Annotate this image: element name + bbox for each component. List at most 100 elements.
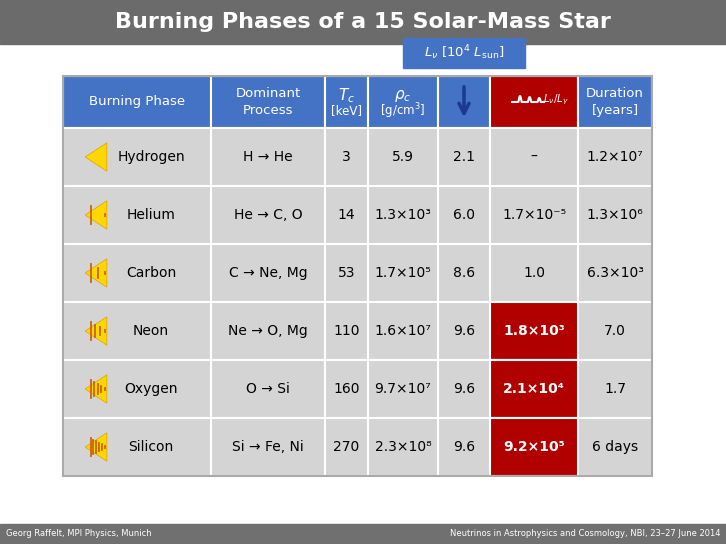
Text: 9.6: 9.6	[453, 324, 475, 338]
Text: 2.3×10⁸: 2.3×10⁸	[375, 440, 431, 454]
Bar	[368, 186, 438, 244]
Bar	[438, 360, 490, 418]
Bar	[578, 418, 652, 476]
Bar	[490, 186, 578, 244]
Text: 270: 270	[333, 440, 359, 454]
Polygon shape	[85, 433, 107, 461]
Text: 160: 160	[333, 382, 360, 396]
Text: Silicon: Silicon	[129, 440, 174, 454]
Bar	[211, 360, 325, 418]
Bar	[211, 128, 325, 186]
Bar	[0, 0, 726, 44]
Text: C → Ne, Mg: C → Ne, Mg	[229, 266, 307, 280]
Text: $\rho_c$: $\rho_c$	[394, 88, 412, 104]
Bar	[325, 244, 368, 302]
Text: 3: 3	[342, 150, 351, 164]
Text: 6.3×10³: 6.3×10³	[587, 266, 643, 280]
Bar	[368, 360, 438, 418]
Text: 1.2×10⁷: 1.2×10⁷	[587, 150, 643, 164]
Text: Duration
[years]: Duration [years]	[586, 87, 644, 117]
Text: 2.1×10⁴: 2.1×10⁴	[503, 382, 565, 396]
Polygon shape	[85, 143, 107, 171]
Text: 53: 53	[338, 266, 355, 280]
Text: 7.0: 7.0	[604, 324, 626, 338]
Text: $L_\nu/L_\gamma$: $L_\nu/L_\gamma$	[543, 93, 569, 107]
Bar	[211, 302, 325, 360]
Bar	[578, 360, 652, 418]
Bar	[63, 244, 211, 302]
Bar	[490, 418, 578, 476]
Bar	[438, 186, 490, 244]
Bar	[490, 244, 578, 302]
Bar	[211, 244, 325, 302]
Bar	[438, 302, 490, 360]
Text: 9.6: 9.6	[453, 440, 475, 454]
Bar	[63, 76, 652, 476]
Text: 14: 14	[338, 208, 355, 222]
Text: 9.7×10⁷: 9.7×10⁷	[375, 382, 431, 396]
Text: Georg Raffelt, MPI Physics, Munich: Georg Raffelt, MPI Physics, Munich	[6, 529, 152, 539]
Bar	[490, 360, 578, 418]
Bar	[490, 76, 578, 128]
Bar	[578, 302, 652, 360]
Text: Helium: Helium	[126, 208, 176, 222]
Text: H → He: H → He	[243, 150, 293, 164]
Bar	[325, 418, 368, 476]
Bar	[368, 76, 438, 128]
Text: 2.1: 2.1	[453, 150, 475, 164]
Bar	[211, 418, 325, 476]
Bar	[438, 418, 490, 476]
Text: 1.0: 1.0	[523, 266, 545, 280]
Bar	[490, 418, 578, 476]
Bar	[325, 186, 368, 244]
Text: Oxygen: Oxygen	[124, 382, 178, 396]
Bar	[578, 76, 652, 128]
Text: Dominant
Process: Dominant Process	[235, 87, 301, 117]
Text: Neon: Neon	[133, 324, 169, 338]
Bar	[63, 128, 211, 186]
Text: Neutrinos in Astrophysics and Cosmology, NBI, 23–27 June 2014: Neutrinos in Astrophysics and Cosmology,…	[449, 529, 720, 539]
Text: $L_\nu\ [10^4\ L_{\rm sun}]$: $L_\nu\ [10^4\ L_{\rm sun}]$	[424, 44, 504, 63]
Bar	[325, 360, 368, 418]
Text: 9.6: 9.6	[453, 382, 475, 396]
Bar	[368, 418, 438, 476]
Polygon shape	[85, 317, 107, 345]
Bar	[63, 302, 211, 360]
Polygon shape	[85, 259, 107, 287]
Text: 8.6: 8.6	[453, 266, 475, 280]
Text: O → Si: O → Si	[246, 382, 290, 396]
Text: [keV]: [keV]	[331, 104, 362, 118]
Bar	[490, 302, 578, 360]
Text: [g/cm$^3$]: [g/cm$^3$]	[380, 101, 425, 121]
Bar	[211, 186, 325, 244]
Text: 1.8×10³: 1.8×10³	[503, 324, 565, 338]
Bar	[403, 38, 525, 68]
Text: 110: 110	[333, 324, 360, 338]
Text: 9.2×10⁵: 9.2×10⁵	[503, 440, 565, 454]
Bar	[325, 76, 368, 128]
Bar	[368, 244, 438, 302]
Bar	[63, 76, 211, 128]
Bar	[578, 244, 652, 302]
Polygon shape	[85, 201, 107, 229]
Text: 6 days: 6 days	[592, 440, 638, 454]
Text: 1.6×10⁷: 1.6×10⁷	[375, 324, 431, 338]
Polygon shape	[85, 375, 107, 403]
Text: 1.7×10⁻⁵: 1.7×10⁻⁵	[502, 208, 566, 222]
Bar	[438, 128, 490, 186]
Text: Hydrogen: Hydrogen	[117, 150, 185, 164]
Text: 5.9: 5.9	[392, 150, 414, 164]
Text: Burning Phase: Burning Phase	[89, 96, 185, 108]
Bar	[368, 128, 438, 186]
Bar	[490, 128, 578, 186]
Bar	[63, 360, 211, 418]
Text: Carbon: Carbon	[126, 266, 176, 280]
Text: Si → Fe, Ni: Si → Fe, Ni	[232, 440, 304, 454]
Bar	[63, 186, 211, 244]
Text: 1.7×10⁵: 1.7×10⁵	[375, 266, 431, 280]
Text: Burning Phases of a 15 Solar-Mass Star: Burning Phases of a 15 Solar-Mass Star	[115, 12, 611, 32]
Bar	[368, 302, 438, 360]
Text: 1.3×10⁶: 1.3×10⁶	[587, 208, 643, 222]
Text: 6.0: 6.0	[453, 208, 475, 222]
Bar	[578, 186, 652, 244]
